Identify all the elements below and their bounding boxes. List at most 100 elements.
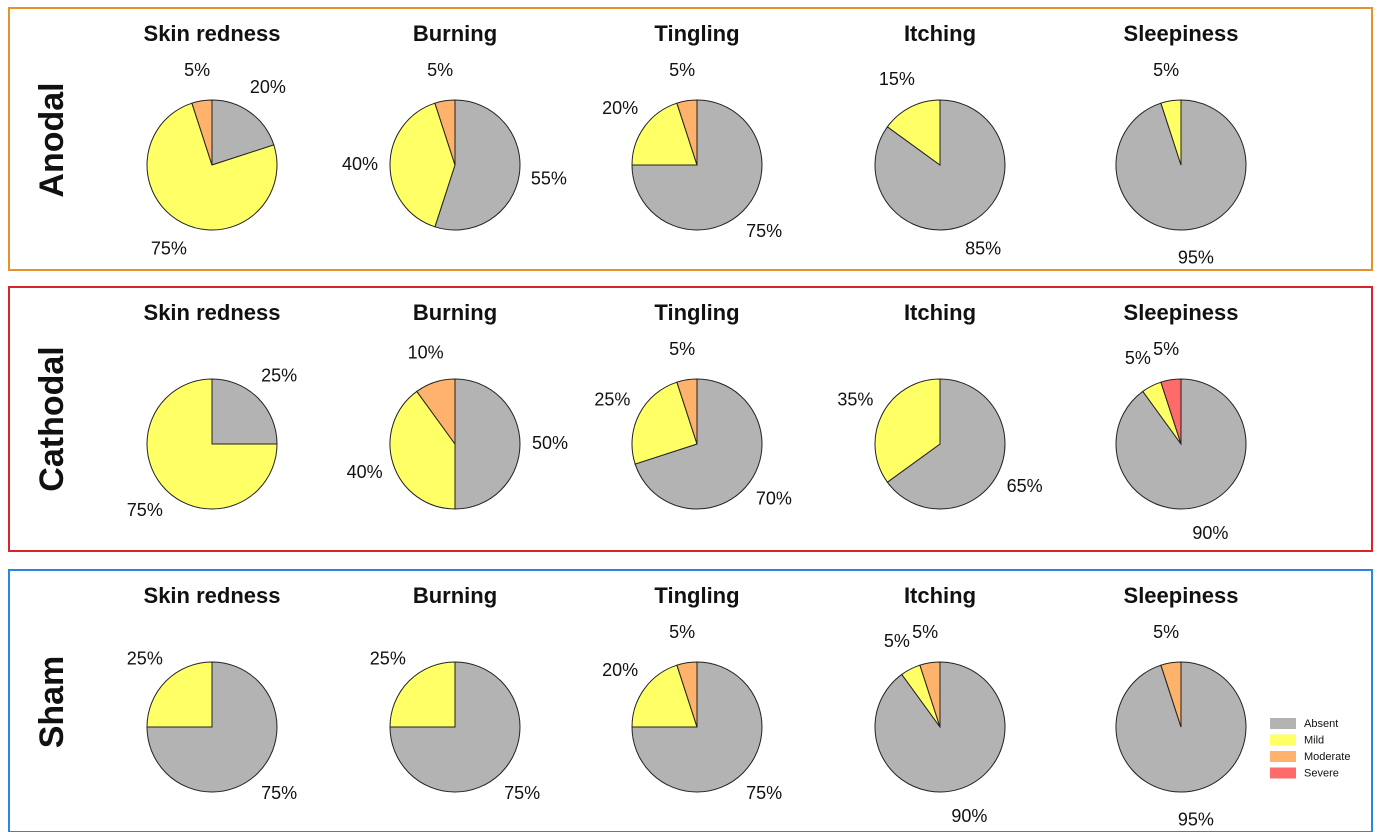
slice-label: 85%	[965, 238, 1001, 258]
pie-slice	[416, 378, 456, 446]
slice-label: 5%	[912, 622, 938, 642]
pie-slice	[631, 99, 763, 231]
pie-title: Sleepiness	[1124, 21, 1239, 46]
legend-swatch	[1270, 751, 1296, 762]
pie-title: Itching	[904, 21, 976, 46]
slice-label: 5%	[1125, 348, 1151, 368]
slice-label: 75%	[504, 783, 540, 803]
pie-title: Skin redness	[144, 21, 281, 46]
slice-label: 20%	[602, 660, 638, 680]
pie-slice	[389, 661, 521, 793]
slice-label: 25%	[594, 390, 630, 410]
pie-title: Burning	[413, 21, 497, 46]
pie-title: Skin redness	[144, 300, 281, 325]
slice-label: 90%	[1192, 523, 1228, 543]
pie-slice	[211, 99, 275, 166]
slice-label: 75%	[746, 221, 782, 241]
slice-label: 5%	[1153, 60, 1179, 80]
slice-label: 5%	[669, 622, 695, 642]
group-label: Sham	[33, 656, 71, 749]
pie-slice	[631, 664, 698, 728]
pie-slice	[919, 661, 941, 728]
pie-slice	[631, 102, 698, 166]
pie-slice	[1160, 378, 1182, 445]
slice-label: 90%	[951, 806, 987, 826]
slice-label: 5%	[427, 60, 453, 80]
slice-label: 5%	[884, 631, 910, 651]
pie-title: Burning	[413, 583, 497, 608]
legend-label: Absent	[1304, 718, 1338, 730]
slice-label: 5%	[669, 339, 695, 359]
pie-slice	[1160, 661, 1182, 728]
slice-label: 75%	[746, 783, 782, 803]
group-box	[8, 286, 1373, 552]
slice-label: 40%	[342, 154, 378, 174]
legend-swatch	[1270, 718, 1296, 729]
pie-slice	[191, 99, 213, 166]
pie-title: Tingling	[654, 583, 739, 608]
slice-label: 25%	[261, 366, 297, 386]
pie-slice	[146, 378, 278, 510]
legend-label: Mild	[1304, 734, 1324, 746]
pie-slice	[1160, 99, 1182, 166]
pie-slice	[676, 378, 698, 445]
pie-slice	[874, 378, 941, 483]
pie-slice	[634, 378, 763, 510]
pie-slice	[631, 381, 698, 465]
slice-label: 75%	[151, 238, 187, 258]
pie-title: Itching	[904, 300, 976, 325]
slice-label: 5%	[1153, 622, 1179, 642]
pie-slice	[886, 99, 941, 166]
slice-label: 20%	[602, 98, 638, 118]
group-box	[8, 569, 1373, 832]
slice-label: 5%	[1153, 339, 1179, 359]
pie-slice	[1115, 99, 1247, 231]
legend-label: Severe	[1304, 767, 1339, 779]
pie-slice	[454, 378, 521, 510]
slice-label: 35%	[837, 390, 873, 410]
pie-slice	[676, 661, 698, 728]
slice-label: 95%	[1178, 248, 1214, 268]
slice-label: 75%	[261, 783, 297, 803]
slice-label: 55%	[531, 169, 567, 189]
slice-label: 75%	[127, 500, 163, 520]
slice-label: 25%	[370, 649, 406, 669]
slice-label: 70%	[756, 489, 792, 509]
pie-title: Tingling	[654, 300, 739, 325]
pie-slice	[389, 661, 456, 728]
slice-label: 50%	[532, 433, 568, 453]
group-label: Anodal	[33, 82, 71, 197]
pie-slice	[1115, 661, 1247, 793]
legend-swatch	[1270, 734, 1296, 746]
group-box	[8, 7, 1373, 271]
slice-label: 5%	[184, 60, 210, 80]
slice-label: 25%	[127, 649, 163, 669]
slice-label: 65%	[1007, 476, 1043, 496]
pie-slice	[676, 99, 698, 166]
pie-slice	[874, 661, 1006, 793]
pie-title: Skin redness	[144, 583, 281, 608]
pie-title: Tingling	[654, 21, 739, 46]
pie-title: Sleepiness	[1124, 583, 1239, 608]
pie-slice	[211, 378, 278, 445]
pie-title: Burning	[413, 300, 497, 325]
pie-slice	[631, 661, 763, 793]
slice-label: 20%	[250, 77, 286, 97]
pie-slice	[434, 99, 456, 166]
legend-label: Moderate	[1304, 751, 1350, 763]
legend-swatch	[1270, 767, 1296, 779]
pie-slice	[146, 661, 278, 793]
pie-slice	[146, 102, 278, 231]
pie-slice	[146, 661, 213, 728]
pie-title: Itching	[904, 583, 976, 608]
pie-title: Sleepiness	[1124, 300, 1239, 325]
slice-label: 15%	[879, 69, 915, 89]
slice-label: 95%	[1178, 810, 1214, 830]
pie-slice	[874, 99, 1006, 231]
slice-label: 40%	[347, 462, 383, 482]
group-label: Cathodal	[33, 346, 71, 491]
pie-slice	[434, 99, 521, 231]
slice-label: 5%	[669, 60, 695, 80]
pie-slice	[389, 390, 456, 510]
